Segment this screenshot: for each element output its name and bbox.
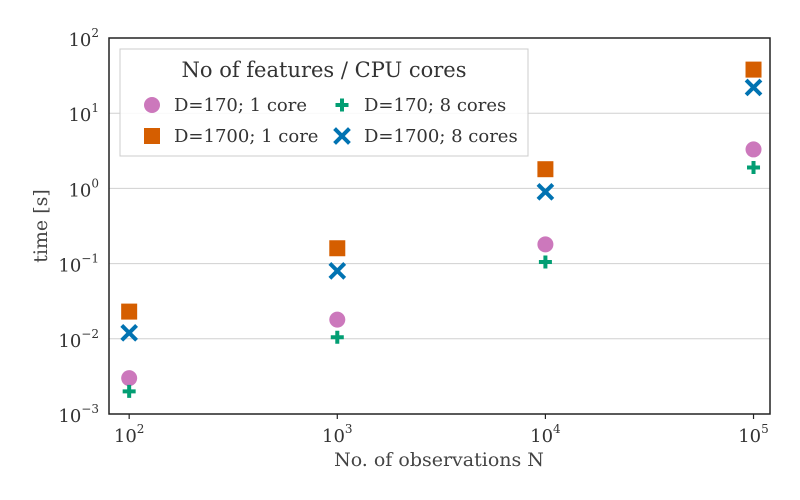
data-point [537,161,554,178]
legend-items: D=170; 1 core D=1700; 1 core D=170; 8 core… [144,95,518,147]
data-point [536,183,555,201]
data-point [121,370,138,387]
legend-label: D=1700; 1 core [174,126,318,147]
x-tick-label: 104 [530,422,561,447]
ticks-layer: 10−3 10−2 10−1 100 101 102 102 103 104 105 [58,26,768,447]
legend-item: D=170; 1 core [144,95,307,116]
data-point [745,61,762,78]
data-point [329,240,346,257]
data-point [744,78,763,97]
legend-title: No of features / CPU cores [182,58,467,82]
legend-label: D=170; 8 cores [364,95,506,116]
data-point [330,330,344,344]
y-tick-label: 100 [68,176,99,201]
data-point [745,141,762,158]
x-axis-title: No. of observations N [334,449,544,471]
y-tick-label: 10−2 [58,327,99,352]
legend-item: D=1700; 1 core [144,126,318,147]
data-point [329,311,346,328]
data-point [122,384,136,398]
legend-marker [335,98,349,112]
plot-frame [108,37,771,415]
legend-marker [333,127,351,145]
legend-item: D=170; 8 cores [335,95,506,116]
y-tick-label: 10−1 [58,252,99,277]
legend: No of features / CPU cores D=170; 1 core… [119,48,529,157]
y-tick-label: 101 [68,101,99,126]
legend-label: D=1700; 8 cores [364,126,518,147]
data-point [538,255,552,269]
data-point [537,236,554,253]
legend-label: D=170; 1 core [174,95,307,116]
data-point [328,262,347,280]
legend-item: D=1700; 8 cores [333,126,518,147]
legend-box [119,48,529,157]
data-point [120,324,138,342]
data-point [747,160,761,174]
x-tick-label: 102 [114,422,145,447]
y-tick-label: 102 [68,26,99,51]
marks-layer [120,61,763,398]
legend-marker [144,128,160,144]
y-tick-label: 10−3 [58,402,99,427]
y-axis-title: time [s] [30,189,52,263]
x-tick-label: 105 [738,422,769,447]
data-point [121,303,138,320]
x-tick-label: 103 [322,422,353,447]
legend-marker [144,97,160,113]
